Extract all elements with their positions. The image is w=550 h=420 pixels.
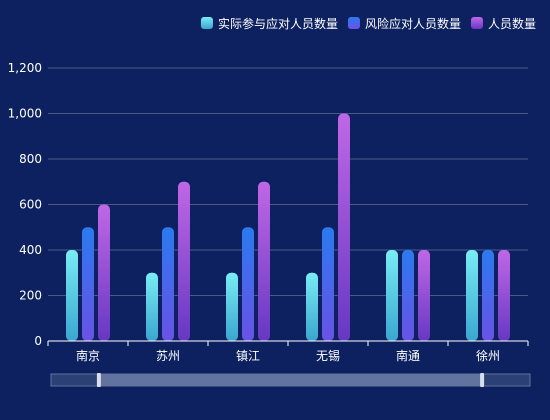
bar xyxy=(482,250,494,341)
bar xyxy=(162,227,174,341)
data-zoom-slider[interactable] xyxy=(50,373,531,387)
bar xyxy=(306,272,318,341)
bar xyxy=(498,250,510,341)
y-tick-label: 1,200 xyxy=(8,61,42,75)
bar xyxy=(98,204,110,341)
y-tick-label: 400 xyxy=(19,243,42,257)
bar xyxy=(242,227,254,341)
x-tick-label: 镇江 xyxy=(236,349,260,363)
legend-swatch xyxy=(347,17,360,29)
legend-item[interactable]: 实际参与应对人员数量 xyxy=(200,16,338,31)
legend-item[interactable]: 风险应对人员数量 xyxy=(347,16,461,31)
x-tick-label: 苏州 xyxy=(156,349,180,363)
x-tick-label: 无锡 xyxy=(316,348,340,363)
x-tick-label: 南京 xyxy=(76,348,100,363)
y-tick-label: 800 xyxy=(19,152,42,166)
y-tick-label: 200 xyxy=(19,289,42,303)
legend-label: 人员数量 xyxy=(488,16,536,31)
bar xyxy=(466,250,478,341)
bar xyxy=(66,250,78,341)
x-tick-label: 徐州 xyxy=(476,348,500,363)
y-tick-label: 1,000 xyxy=(8,107,42,121)
legend[interactable]: 实际参与应对人员数量 风险应对人员数量 人员数量 xyxy=(200,16,536,31)
bar xyxy=(418,250,430,341)
bar xyxy=(386,250,398,341)
legend-label: 风险应对人员数量 xyxy=(365,16,461,31)
legend-label: 实际参与应对人员数量 xyxy=(218,16,338,31)
legend-swatch xyxy=(200,17,213,29)
y-tick-label: 0 xyxy=(34,334,42,348)
zoom-handle[interactable] xyxy=(480,373,485,387)
y-axis: 0 200 400 600 800 1,000 1,200 xyxy=(8,61,42,348)
bar xyxy=(402,250,414,341)
bar xyxy=(258,181,270,341)
bar xyxy=(322,227,334,341)
zoom-selection[interactable] xyxy=(98,374,483,386)
x-axis: 南京 苏州 镇江 无锡 南通 徐州 xyxy=(47,340,529,363)
legend-item[interactable]: 人员数量 xyxy=(470,16,536,31)
legend-swatch xyxy=(470,17,483,29)
x-tick-label: 南通 xyxy=(396,348,420,363)
bar xyxy=(338,113,350,341)
bar xyxy=(226,272,238,341)
bar xyxy=(146,272,158,341)
bars xyxy=(66,113,510,341)
grid-lines xyxy=(48,67,528,296)
y-tick-label: 600 xyxy=(19,198,42,212)
zoom-handle[interactable] xyxy=(96,373,101,387)
bar xyxy=(82,227,94,341)
bar xyxy=(178,181,190,341)
